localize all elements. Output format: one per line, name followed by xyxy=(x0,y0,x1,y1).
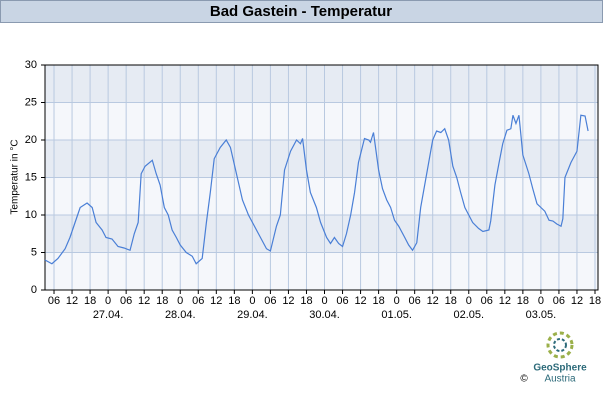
x-tick-label: 18 xyxy=(84,295,96,307)
chart-title: Bad Gastein - Temperatur xyxy=(210,3,392,20)
x-tick-label: 06 xyxy=(336,295,348,307)
x-tick-label: 06 xyxy=(409,295,421,307)
day-label: 03.05. xyxy=(526,309,557,321)
x-tick-label: 0 xyxy=(177,295,183,307)
x-tick-label: 18 xyxy=(372,295,384,307)
logo-icon xyxy=(546,331,574,359)
x-tick-label: 0 xyxy=(466,295,472,307)
x-tick-label: 12 xyxy=(499,295,511,307)
band xyxy=(45,252,598,290)
x-tick-label: 18 xyxy=(228,295,240,307)
y-tick-label: 15 xyxy=(25,171,37,183)
x-tick-label: 18 xyxy=(517,295,529,307)
x-tick-label: 06 xyxy=(48,295,60,307)
x-tick-label: 0 xyxy=(249,295,255,307)
temperature-line xyxy=(44,114,589,265)
y-tick-label: 30 xyxy=(25,59,37,71)
x-tick-label: 06 xyxy=(553,295,565,307)
day-label: 28.04. xyxy=(165,309,196,321)
x-tick-label: 12 xyxy=(138,295,150,307)
logo-name: GeoSphere xyxy=(533,363,587,374)
x-tick-label: 0 xyxy=(394,295,400,307)
day-label: 02.05. xyxy=(453,309,484,321)
x-tick-label: 0 xyxy=(105,295,111,307)
day-label: 01.05. xyxy=(381,309,412,321)
day-label: 29.04. xyxy=(237,309,268,321)
x-tick-label: 06 xyxy=(481,295,493,307)
x-tick-label: 18 xyxy=(300,295,312,307)
y-axis-label: Temperatur in °C xyxy=(10,139,21,214)
logo-icon xyxy=(553,338,567,352)
x-tick-label: 18 xyxy=(445,295,457,307)
x-tick-label: 12 xyxy=(282,295,294,307)
x-tick-label: 12 xyxy=(354,295,366,307)
copyright: © xyxy=(520,374,528,385)
day-label: 30.04. xyxy=(309,309,340,321)
y-tick-label: 20 xyxy=(25,134,37,146)
band xyxy=(45,215,598,253)
logo xyxy=(546,331,574,359)
y-tick-label: 25 xyxy=(25,96,37,108)
y-tick-label: 10 xyxy=(25,209,37,221)
y-tick-label: 0 xyxy=(31,284,37,296)
plot-frame xyxy=(44,64,599,291)
band xyxy=(45,140,598,178)
day-label: 27.04. xyxy=(93,309,124,321)
logo-sub: Austria xyxy=(544,374,576,385)
x-tick-label: 06 xyxy=(120,295,132,307)
band xyxy=(45,177,598,215)
x-tick-label: 0 xyxy=(321,295,327,307)
band xyxy=(45,65,598,103)
x-tick-label: 0 xyxy=(538,295,544,307)
y-tick-label: 5 xyxy=(31,246,37,258)
x-tick-label: 06 xyxy=(264,295,276,307)
x-tick-label: 12 xyxy=(66,295,78,307)
x-tick-label: 18 xyxy=(156,295,168,307)
x-tick-label: 12 xyxy=(210,295,222,307)
x-tick-label: 12 xyxy=(571,295,583,307)
x-tick-label: 12 xyxy=(427,295,439,307)
x-tick-label: 18 xyxy=(589,295,601,307)
x-tick-label: 06 xyxy=(192,295,204,307)
